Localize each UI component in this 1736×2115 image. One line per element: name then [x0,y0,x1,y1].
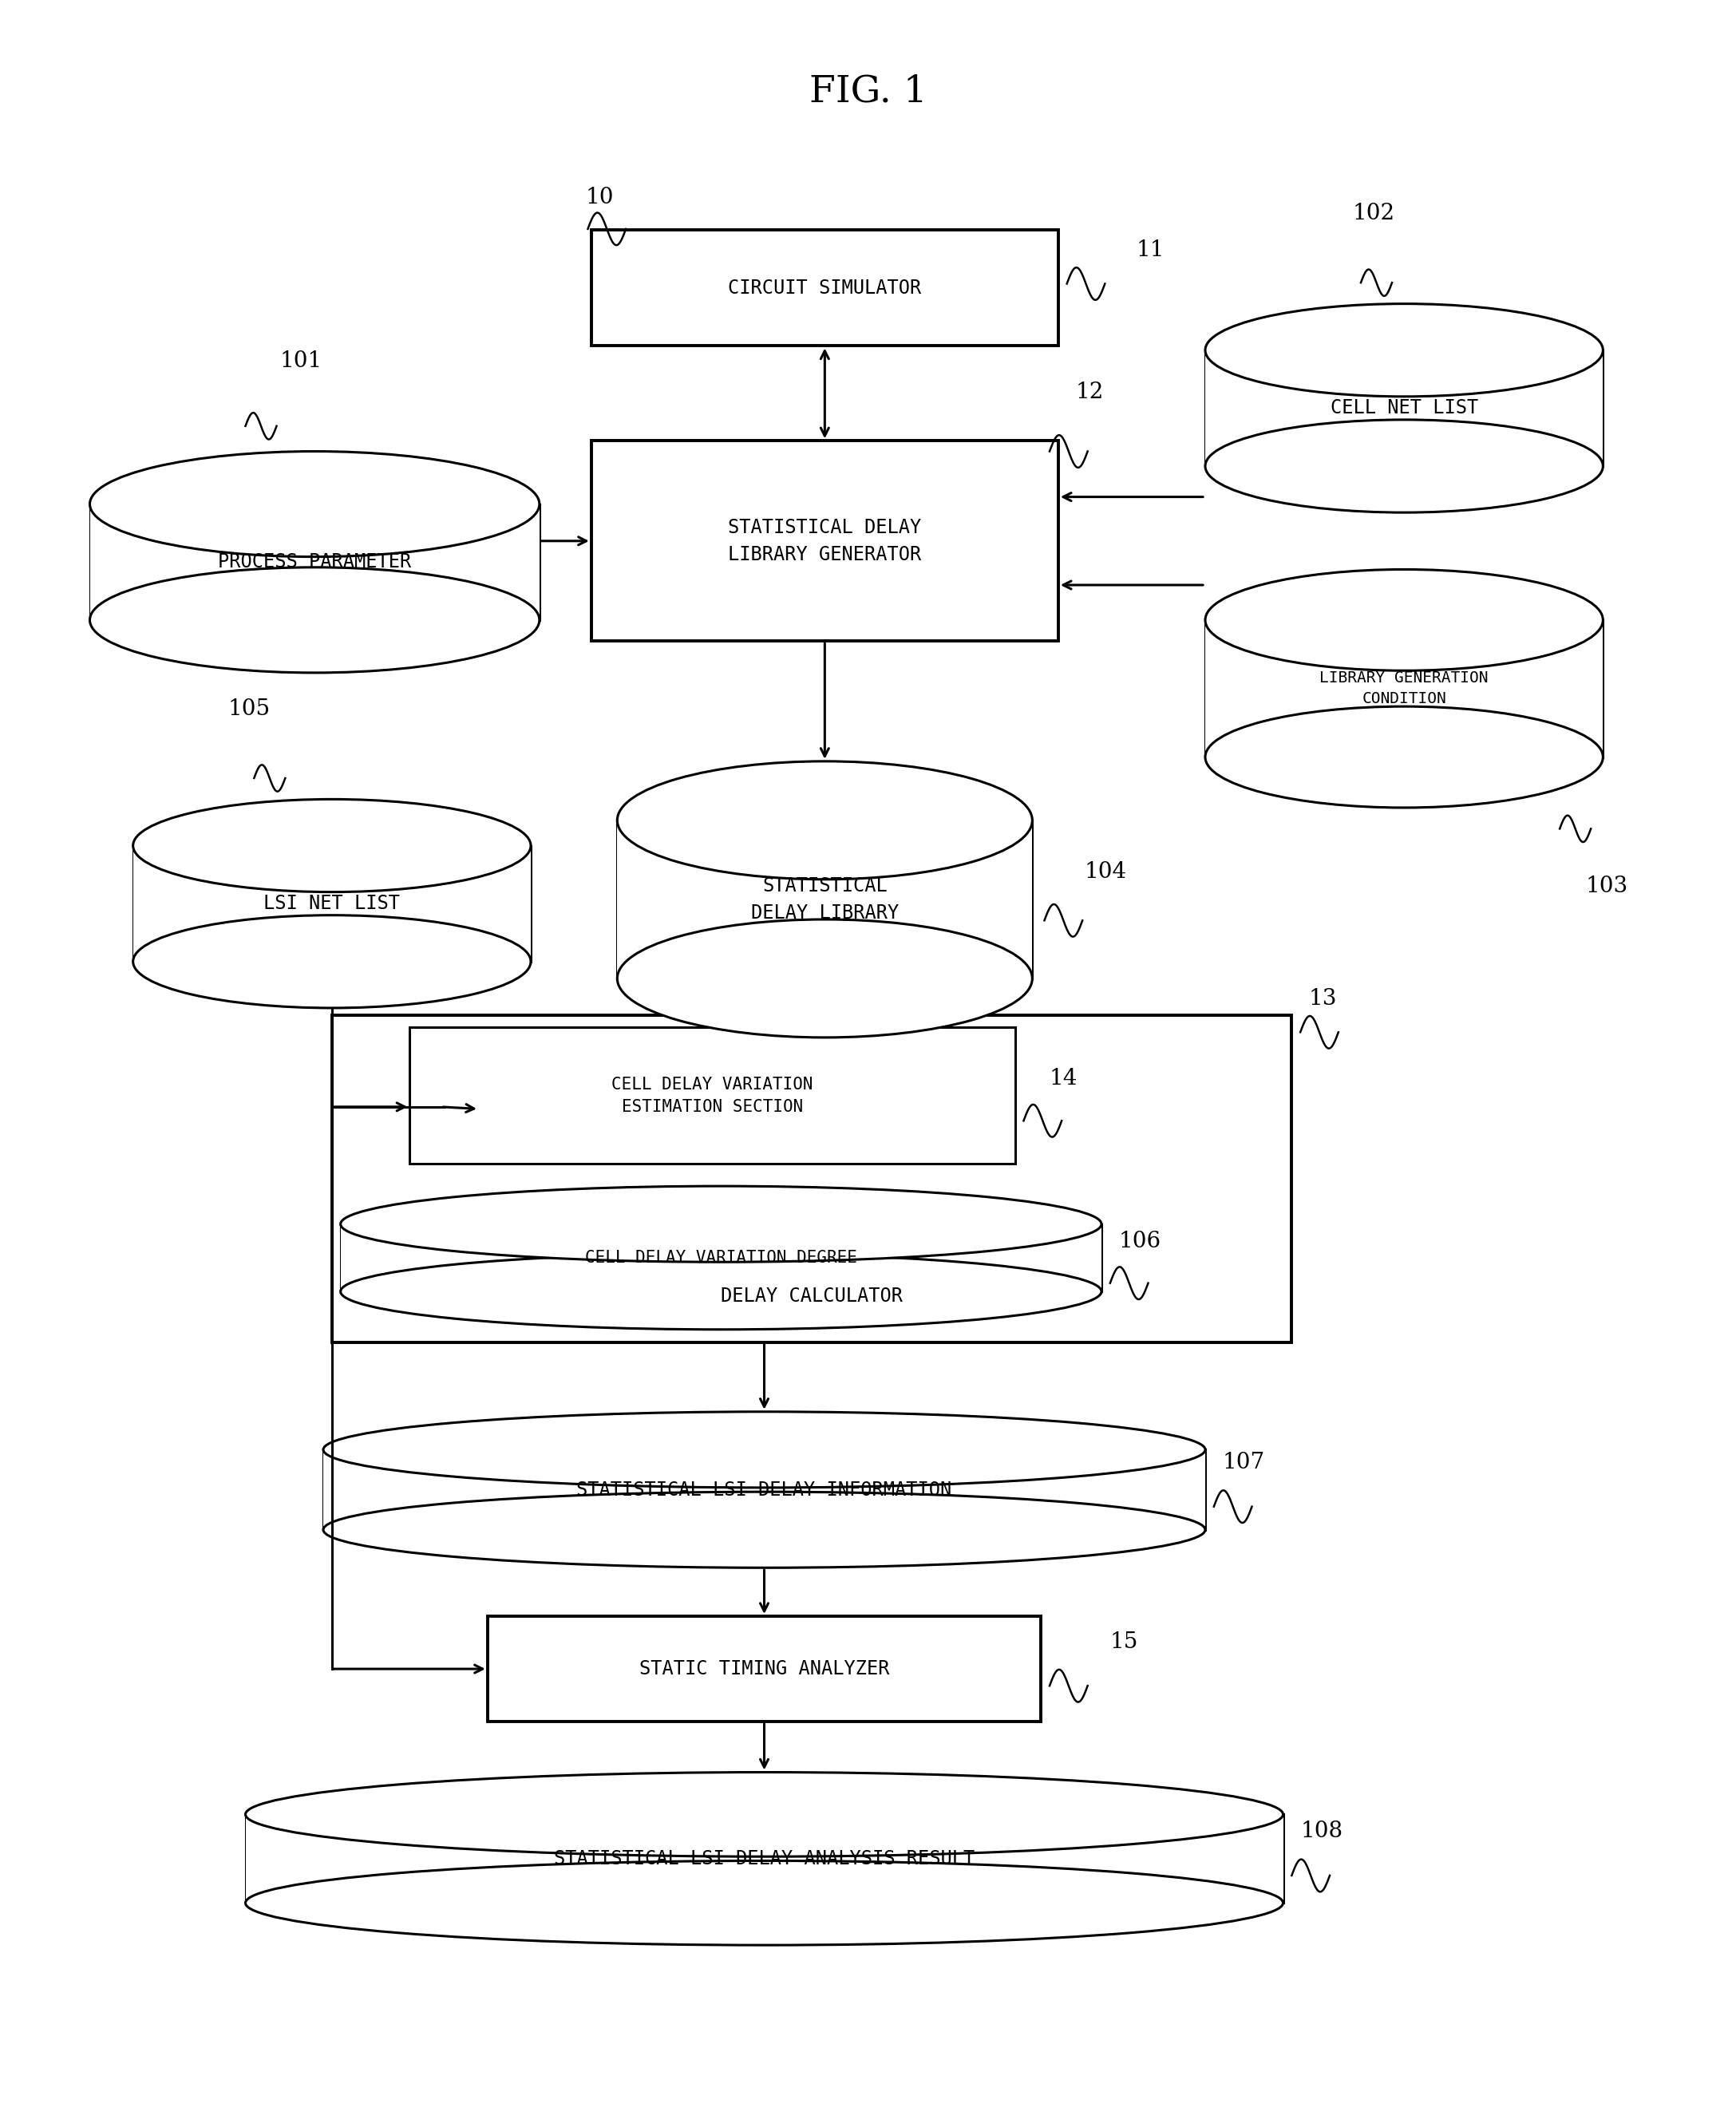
Ellipse shape [90,567,540,673]
Bar [90,503,540,620]
Ellipse shape [245,1772,1283,1857]
Bar [488,1616,1042,1722]
Text: 11: 11 [1135,239,1165,260]
Ellipse shape [134,916,531,1009]
Bar [332,1015,1292,1343]
Ellipse shape [618,920,1033,1038]
Text: PROCESS PARAMETER: PROCESS PARAMETER [219,552,411,571]
Ellipse shape [340,1187,1101,1263]
Text: 102: 102 [1352,203,1394,224]
Ellipse shape [245,1861,1283,1946]
Ellipse shape [1205,305,1602,396]
Ellipse shape [90,450,540,556]
Text: 108: 108 [1300,1821,1342,1842]
Text: 104: 104 [1085,861,1127,884]
Text: STATISTICAL LSI DELAY ANALYSIS RESULT: STATISTICAL LSI DELAY ANALYSIS RESULT [554,1849,974,1868]
Text: STATISTICAL LSI DELAY INFORMATION: STATISTICAL LSI DELAY INFORMATION [576,1480,951,1500]
Ellipse shape [134,799,531,893]
Text: CIRCUIT SIMULATOR: CIRCUIT SIMULATOR [727,279,922,298]
Text: 103: 103 [1585,876,1628,897]
Text: 13: 13 [1309,988,1337,1009]
Text: 12: 12 [1076,383,1104,404]
Bar [134,846,531,962]
Bar [245,1815,1283,1904]
Text: 105: 105 [227,698,271,719]
Text: 15: 15 [1109,1631,1139,1652]
Text: CELL DELAY VARIATION DEGREE: CELL DELAY VARIATION DEGREE [585,1250,858,1265]
Bar [592,440,1059,641]
Text: STATIC TIMING ANALYZER: STATIC TIMING ANALYZER [639,1660,889,1679]
Text: LSI NET LIST: LSI NET LIST [264,895,399,914]
Text: FIG. 1: FIG. 1 [809,74,927,110]
Text: 106: 106 [1118,1231,1161,1252]
Text: 10: 10 [585,186,615,207]
Ellipse shape [1205,419,1602,512]
Text: LIBRARY GENERATION
CONDITION: LIBRARY GENERATION CONDITION [1319,670,1488,706]
Bar [618,821,1033,979]
Text: CELL NET LIST: CELL NET LIST [1330,398,1477,417]
Bar [592,231,1059,347]
Ellipse shape [340,1254,1101,1330]
Text: 101: 101 [279,351,323,372]
Text: DELAY CALCULATOR: DELAY CALCULATOR [720,1286,903,1305]
Ellipse shape [323,1491,1205,1567]
Bar [340,1225,1101,1292]
Ellipse shape [1205,569,1602,670]
Bar [1205,351,1602,465]
Ellipse shape [618,761,1033,880]
Bar [1205,620,1602,757]
Text: 107: 107 [1222,1451,1266,1474]
Bar [323,1449,1205,1529]
Bar [410,1028,1016,1163]
Ellipse shape [1205,706,1602,808]
Text: CELL DELAY VARIATION
ESTIMATION SECTION: CELL DELAY VARIATION ESTIMATION SECTION [611,1077,812,1115]
Text: STATISTICAL
DELAY LIBRARY: STATISTICAL DELAY LIBRARY [752,876,899,922]
Text: 14: 14 [1050,1068,1078,1089]
Ellipse shape [323,1411,1205,1487]
Text: STATISTICAL DELAY
LIBRARY GENERATOR: STATISTICAL DELAY LIBRARY GENERATOR [727,518,922,565]
